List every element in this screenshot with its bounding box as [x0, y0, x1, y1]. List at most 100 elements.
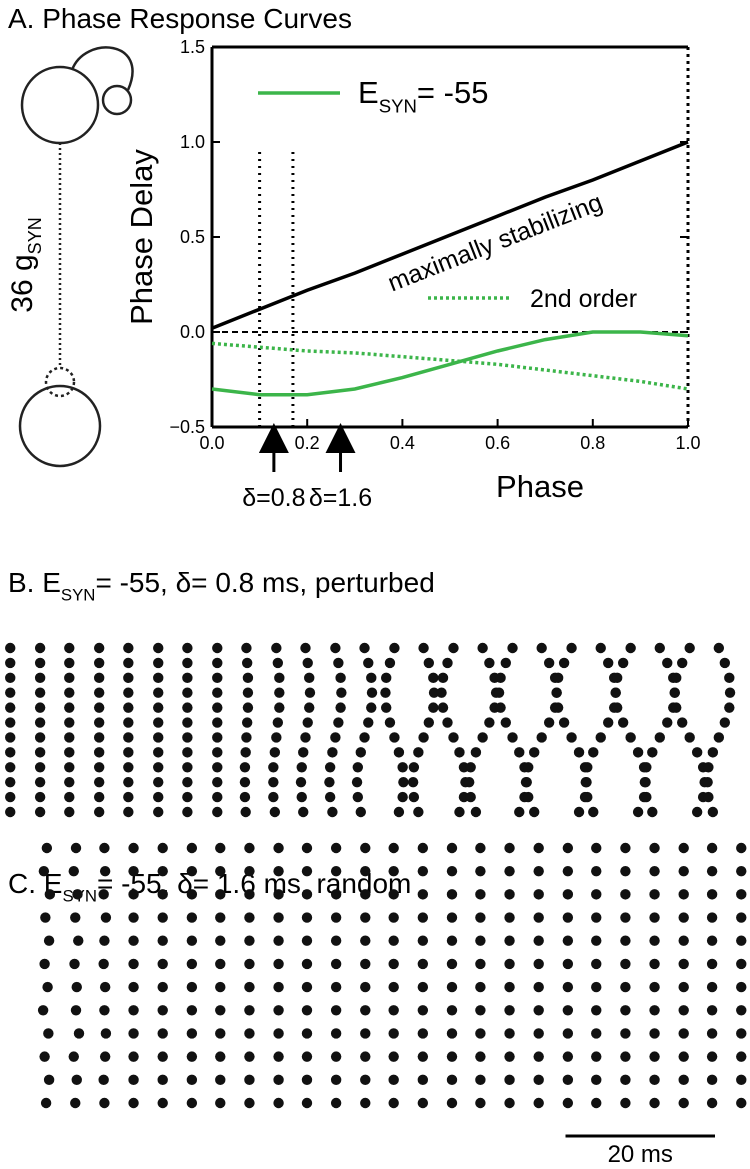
spike [157, 842, 168, 854]
spike [333, 717, 344, 728]
spike [34, 776, 46, 788]
spike [93, 657, 105, 669]
spike [632, 806, 644, 818]
spike [504, 1005, 515, 1016]
spike [360, 935, 371, 946]
spike [41, 842, 53, 854]
spike [470, 806, 482, 818]
spike [475, 889, 486, 900]
spike [654, 732, 665, 743]
spike [477, 642, 488, 654]
spike [268, 791, 279, 803]
spike [38, 865, 50, 877]
spike [244, 1051, 255, 1062]
spike [504, 912, 515, 923]
spike [5, 657, 16, 669]
spike [5, 762, 16, 773]
neuron-bottom [18, 384, 102, 468]
spike [649, 1051, 660, 1062]
spike [706, 889, 718, 900]
spike [153, 717, 164, 728]
spike [678, 889, 689, 900]
spike [388, 1005, 399, 1016]
spike [215, 981, 226, 993]
spike [182, 776, 193, 788]
spike [408, 791, 420, 803]
spike [269, 806, 281, 818]
spike [212, 747, 223, 758]
spike [703, 762, 714, 773]
spike [212, 762, 223, 773]
spike [215, 1097, 226, 1109]
spike [533, 889, 544, 900]
spike [706, 912, 718, 923]
spike [128, 1097, 139, 1109]
spike [324, 762, 336, 773]
spike [507, 732, 518, 743]
spike [408, 762, 420, 773]
spike [641, 791, 652, 803]
spike [678, 1097, 689, 1109]
spike [274, 672, 285, 684]
spike [100, 1028, 112, 1039]
spike [562, 912, 574, 923]
spike [157, 935, 168, 946]
spike [98, 889, 109, 900]
spike [678, 1074, 689, 1086]
spike [330, 958, 342, 970]
spike [330, 1074, 342, 1086]
spike [330, 1097, 342, 1109]
spike [273, 889, 284, 900]
spike [271, 732, 282, 743]
x-tick-label: 0.6 [485, 433, 510, 453]
spike [495, 702, 506, 713]
spike [678, 842, 689, 854]
spike [388, 958, 399, 970]
spike [463, 776, 475, 788]
spike [93, 791, 105, 803]
spike [70, 1005, 82, 1016]
spike [703, 791, 714, 803]
spike [706, 1028, 718, 1039]
spike [71, 1074, 82, 1086]
spike [301, 1028, 313, 1039]
spike [244, 981, 255, 993]
delay-label: δ=1.6 [309, 484, 372, 512]
spike [558, 657, 570, 669]
spike [330, 1028, 342, 1039]
spike [417, 842, 429, 854]
spike [182, 702, 193, 713]
spike [241, 642, 252, 654]
spike [475, 935, 486, 946]
spike [691, 806, 703, 818]
spike [417, 889, 429, 900]
spike [504, 1028, 515, 1039]
spike [617, 717, 629, 728]
spike [475, 1074, 486, 1086]
spike [678, 912, 689, 923]
spike [93, 762, 105, 773]
x-tick-label: 0.4 [390, 433, 415, 453]
spike [706, 981, 718, 993]
spike [398, 776, 409, 788]
spike [93, 702, 105, 713]
spike [366, 702, 377, 713]
spike [182, 642, 193, 654]
spike [273, 1051, 284, 1062]
spike [533, 958, 544, 970]
spike [707, 806, 719, 818]
spike [529, 806, 540, 818]
spike [446, 842, 458, 854]
spike [43, 1074, 55, 1086]
spike [273, 842, 284, 854]
spike [296, 791, 307, 803]
spike [360, 958, 371, 970]
spike [446, 958, 458, 970]
spike [533, 1028, 544, 1039]
neuron-top [20, 65, 100, 145]
spike [182, 791, 193, 803]
spike [366, 687, 378, 698]
spike [423, 717, 435, 728]
spike [393, 806, 405, 818]
